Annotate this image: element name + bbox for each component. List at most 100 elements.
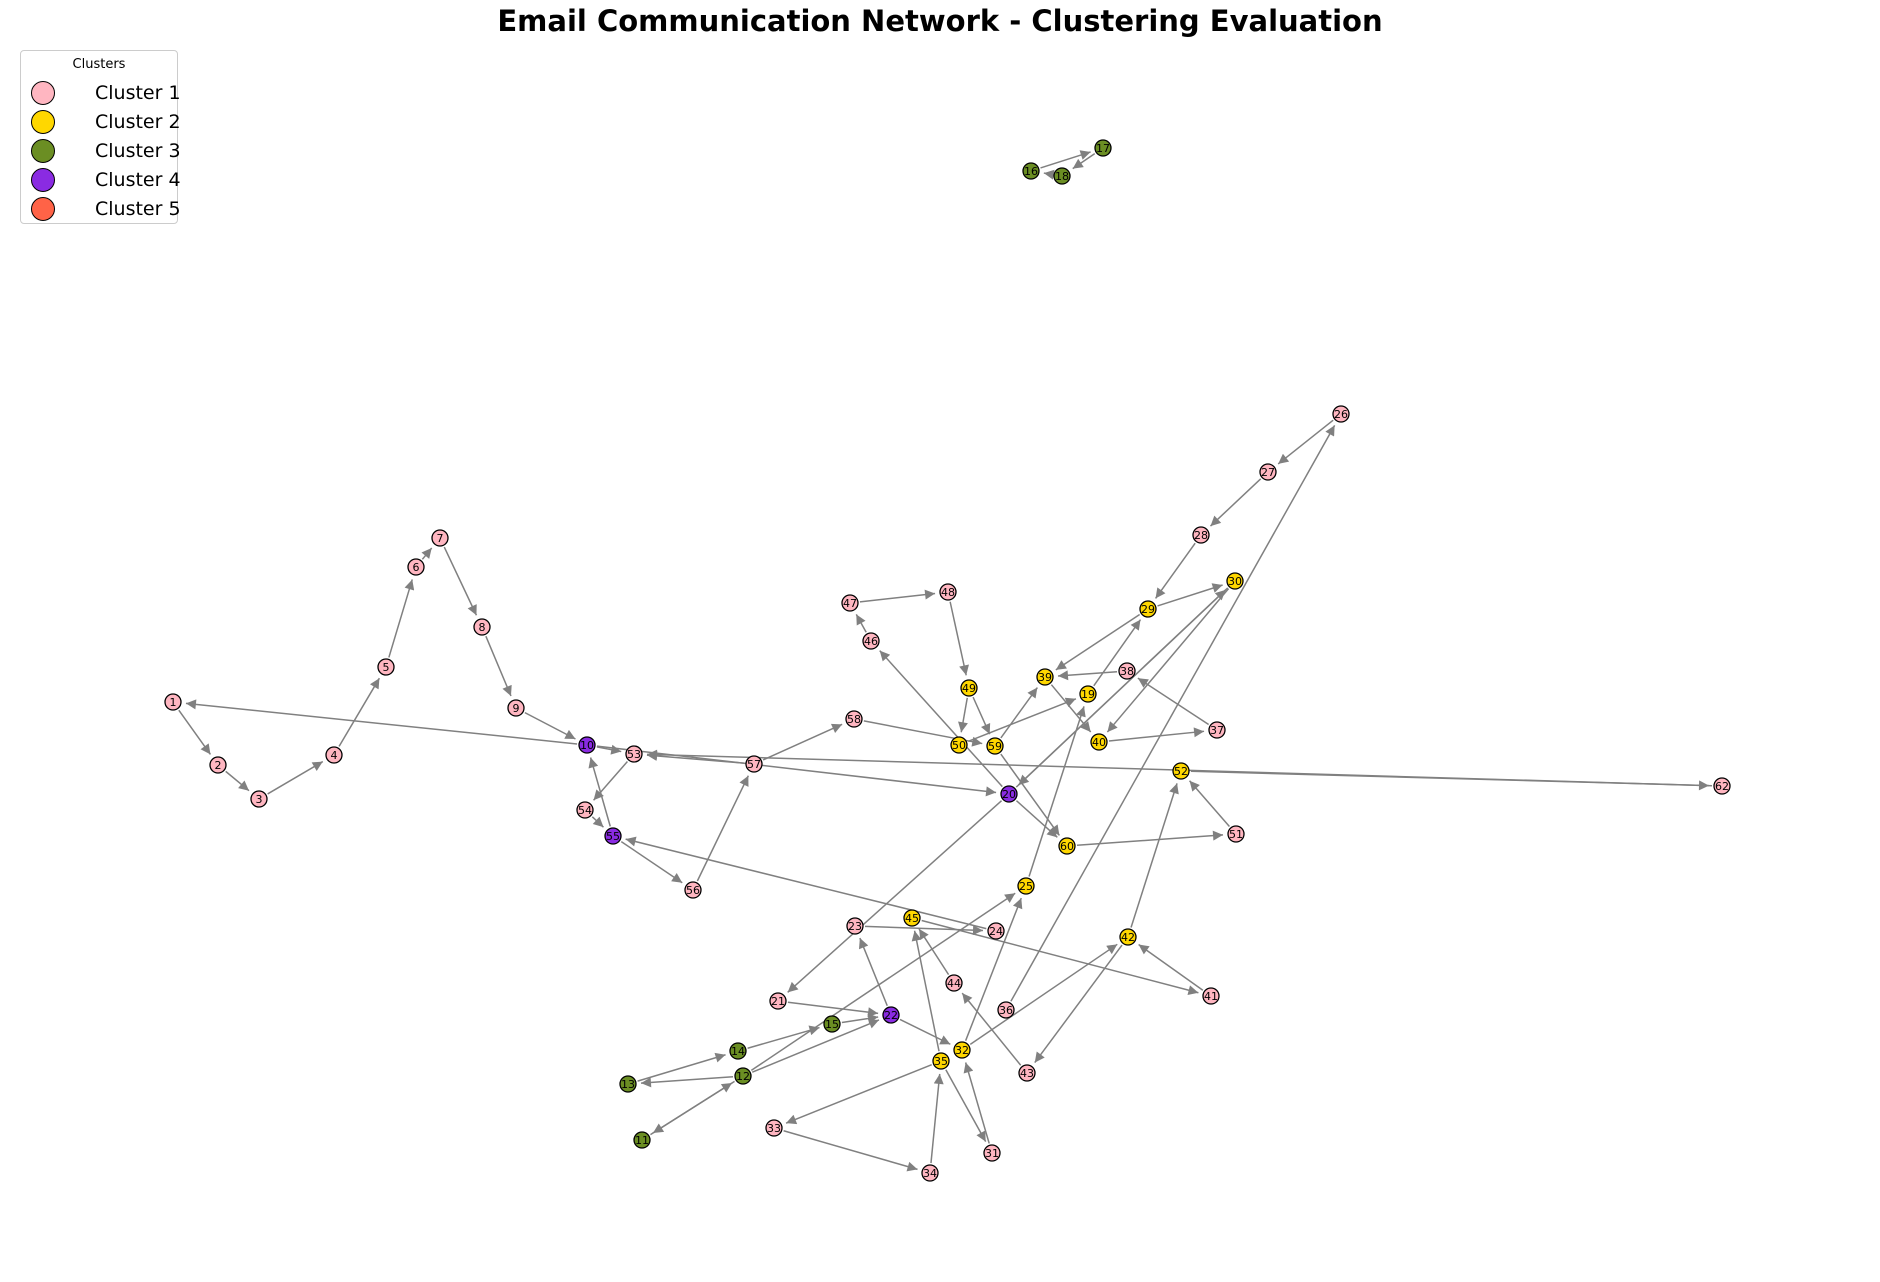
node-circle-38: [1118, 662, 1136, 680]
node-circle-42: [1119, 928, 1137, 946]
node-label-35: 35: [934, 1055, 948, 1068]
node-7: 7: [431, 529, 449, 547]
node-39: 39: [1036, 668, 1054, 686]
edge-40-to-37: [1108, 727, 1205, 742]
node-circle-16: [1022, 162, 1040, 180]
node-circle-9: [507, 699, 525, 717]
node-circle-34: [921, 1164, 939, 1182]
node-label-12: 12: [736, 1070, 750, 1083]
edge-46-to-47: [855, 614, 867, 633]
edge-18-to-16: [1043, 169, 1055, 180]
node-circle-12: [734, 1067, 752, 1085]
node-circle-21: [769, 992, 787, 1010]
legend-swatch-cluster-1: [31, 81, 55, 105]
node-35: 35: [932, 1052, 950, 1070]
edge-32-to-42: [969, 943, 1118, 1045]
node-26: 26: [1332, 405, 1350, 423]
edge-55-to-56: [620, 840, 683, 884]
legend-item-cluster-4: Cluster 4: [31, 166, 181, 194]
node-14: 14: [729, 1042, 747, 1060]
node-circle-49: [960, 679, 978, 697]
node-11: 11: [633, 1131, 651, 1149]
edge-50-to-19: [968, 697, 1077, 743]
node-circle-19: [1079, 685, 1097, 703]
legend-item-cluster-3: Cluster 3: [31, 137, 181, 165]
node-label-4: 4: [331, 749, 338, 762]
node-33: 33: [765, 1119, 783, 1137]
node-circle-2: [209, 756, 227, 774]
edges-layer: [178, 150, 1713, 1172]
edge-49-to-59: [972, 696, 991, 735]
edge-38-to-39: [1057, 670, 1118, 681]
edge-31-to-32: [963, 1062, 990, 1144]
legend-label-cluster-4: Cluster 4: [95, 169, 181, 191]
legend-item-cluster-5: Cluster 5: [31, 195, 181, 223]
node-label-45: 45: [905, 912, 919, 925]
node-1: 1: [164, 693, 182, 711]
node-circle-58: [845, 710, 863, 728]
edge-32-to-25: [964, 897, 1023, 1041]
node-circle-59: [986, 737, 1004, 755]
node-47: 47: [841, 594, 859, 612]
legend-swatch-cluster-4: [31, 168, 55, 192]
node-12: 12: [734, 1067, 752, 1085]
edge-57-to-53: [646, 750, 745, 764]
edge-35-to-33: [785, 1064, 932, 1125]
node-53: 53: [625, 745, 643, 763]
node-label-32: 32: [955, 1044, 969, 1057]
node-label-14: 14: [731, 1045, 745, 1058]
node-58: 58: [845, 710, 863, 728]
edge-15-to-22: [841, 1013, 879, 1024]
edge-28-to-29: [1154, 542, 1196, 599]
edge-48-to-49: [949, 601, 969, 676]
edge-20-to-21: [787, 800, 1003, 993]
node-30: 30: [1226, 572, 1244, 590]
node-28: 28: [1192, 526, 1210, 544]
legend-swatch-cluster-2: [31, 110, 55, 134]
legend-title: Clusters: [72, 57, 126, 72]
node-5: 5: [377, 658, 395, 676]
legend-item-cluster-1: Cluster 1: [31, 79, 181, 107]
edge-20-to-60: [1015, 800, 1058, 838]
node-10: 10: [578, 736, 596, 754]
node-label-55: 55: [606, 830, 620, 843]
node-25: 25: [1017, 877, 1035, 895]
edge-36-to-26: [1010, 424, 1336, 1002]
node-16: 16: [1022, 162, 1040, 180]
edge-34-to-35: [930, 1073, 944, 1164]
node-52: 52: [1172, 762, 1190, 780]
node-label-6: 6: [413, 561, 420, 574]
edge-23-to-24: [864, 925, 984, 936]
node-circle-22: [882, 1006, 900, 1024]
edge-29-to-39: [1055, 613, 1141, 671]
node-34: 34: [921, 1164, 939, 1182]
node-label-58: 58: [847, 713, 861, 726]
node-24: 24: [987, 922, 1005, 940]
edge-29-to-30: [1157, 583, 1223, 607]
node-label-33: 33: [767, 1122, 781, 1135]
node-label-28: 28: [1194, 529, 1208, 542]
edge-24-to-55: [625, 836, 987, 930]
edge-27-to-28: [1209, 478, 1262, 527]
legend-label-cluster-2: Cluster 2: [95, 111, 181, 133]
node-label-21: 21: [771, 995, 785, 1008]
node-circle-11: [633, 1131, 651, 1149]
node-label-5: 5: [383, 661, 390, 674]
node-label-3: 3: [256, 793, 263, 806]
edge-45-to-41: [921, 919, 1199, 996]
edge-3-to-4: [267, 760, 324, 795]
node-circle-8: [473, 618, 491, 636]
node-label-1: 1: [170, 696, 177, 709]
node-circle-50: [950, 736, 968, 754]
edge-21-to-22: [787, 1001, 879, 1018]
node-label-44: 44: [947, 977, 961, 990]
node-label-27: 27: [1261, 466, 1275, 479]
node-22: 22: [882, 1006, 900, 1024]
node-20: 20: [1000, 785, 1018, 803]
node-6: 6: [407, 558, 425, 576]
node-19: 19: [1079, 685, 1097, 703]
node-label-20: 20: [1002, 788, 1016, 801]
edge-47-to-48: [859, 589, 936, 603]
node-label-42: 42: [1121, 931, 1135, 944]
